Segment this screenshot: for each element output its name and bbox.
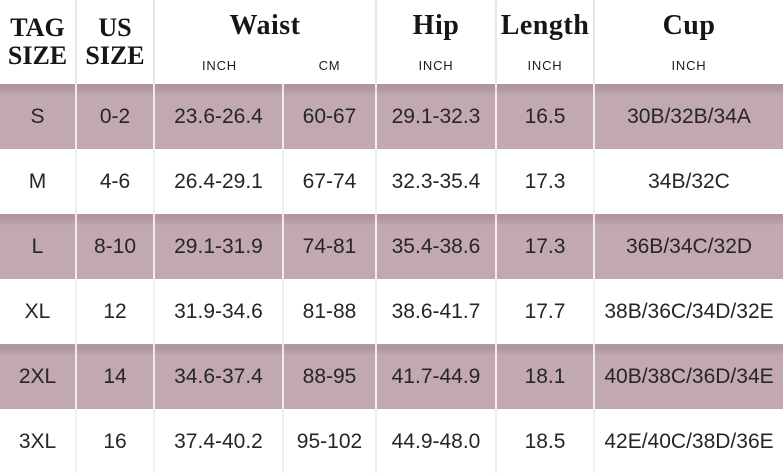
cell-hip-inch: 38.6-41.7 (377, 279, 497, 344)
cell-length-inch: 17.7 (497, 279, 595, 344)
cell-us-size: 8-10 (77, 214, 155, 279)
cell-cup-inch: 36B/34C/32D (595, 214, 783, 279)
col-header-hip: Hip (377, 0, 497, 52)
cell-waist-cm: 67-74 (284, 149, 377, 214)
cell-tag-size: M (0, 149, 77, 214)
cell-us-size: 16 (77, 409, 155, 473)
cell-tag-size: 2XL (0, 344, 77, 409)
cell-cup-inch: 38B/36C/34D/32E (595, 279, 783, 344)
cell-tag-size: S (0, 84, 77, 149)
cell-tag-size: 3XL (0, 409, 77, 473)
cell-hip-inch: 44.9-48.0 (377, 409, 497, 473)
cell-hip-inch: 29.1-32.3 (377, 84, 497, 149)
size-row-2xl: 2XL 14 34.6-37.4 88-95 41.7-44.9 18.1 40… (0, 344, 783, 409)
cell-waist-inch: 37.4-40.2 (155, 409, 284, 473)
cell-tag-size: XL (0, 279, 77, 344)
unit-label-cup-inch: INCH (595, 52, 783, 84)
col-header-cup: Cup (595, 0, 783, 52)
size-row-xl: XL 12 31.9-34.6 81-88 38.6-41.7 17.7 38B… (0, 279, 783, 344)
cell-cup-inch: 30B/32B/34A (595, 84, 783, 149)
unit-label-waist-inch: INCH (155, 52, 284, 84)
tag-size-line1: TAG (10, 13, 65, 43)
cell-hip-inch: 35.4-38.6 (377, 214, 497, 279)
unit-label-hip-inch: INCH (377, 52, 497, 84)
cell-us-size: 0-2 (77, 84, 155, 149)
table-header: TAG SIZE US SIZE Waist Hip Length Cup IN… (0, 0, 783, 84)
cell-hip-inch: 41.7-44.9 (377, 344, 497, 409)
cell-waist-inch: 29.1-31.9 (155, 214, 284, 279)
col-header-tag-size: TAG SIZE (0, 0, 77, 84)
cell-waist-cm: 95-102 (284, 409, 377, 473)
cell-waist-cm: 74-81 (284, 214, 377, 279)
size-row-l: L 8-10 29.1-31.9 74-81 35.4-38.6 17.3 36… (0, 214, 783, 279)
cell-cup-inch: 40B/38C/36D/34E (595, 344, 783, 409)
col-header-us-size: US SIZE (77, 0, 155, 84)
cell-length-inch: 18.5 (497, 409, 595, 473)
cell-waist-inch: 26.4-29.1 (155, 149, 284, 214)
size-row-m: M 4-6 26.4-29.1 67-74 32.3-35.4 17.3 34B… (0, 149, 783, 214)
size-row-s: S 0-2 23.6-26.4 60-67 29.1-32.3 16.5 30B… (0, 84, 783, 149)
cell-waist-cm: 60-67 (284, 84, 377, 149)
us-size-line2: SIZE (85, 41, 145, 70)
cell-length-inch: 16.5 (497, 84, 595, 149)
cell-waist-cm: 88-95 (284, 344, 377, 409)
cell-length-inch: 18.1 (497, 344, 595, 409)
us-size-line1: US (98, 13, 132, 43)
size-row-3xl: 3XL 16 37.4-40.2 95-102 44.9-48.0 18.5 4… (0, 409, 783, 473)
cell-us-size: 14 (77, 344, 155, 409)
cell-waist-inch: 23.6-26.4 (155, 84, 284, 149)
col-header-waist: Waist (155, 0, 377, 52)
cell-us-size: 4-6 (77, 149, 155, 214)
cell-cup-inch: 42E/40C/38D/36E (595, 409, 783, 473)
unit-label-length-inch: INCH (497, 52, 595, 84)
col-header-length: Length (497, 0, 595, 52)
unit-label-waist-cm: CM (284, 52, 377, 84)
cell-length-inch: 17.3 (497, 149, 595, 214)
cell-us-size: 12 (77, 279, 155, 344)
cell-waist-cm: 81-88 (284, 279, 377, 344)
cell-hip-inch: 32.3-35.4 (377, 149, 497, 214)
cell-waist-inch: 34.6-37.4 (155, 344, 284, 409)
cell-tag-size: L (0, 214, 77, 279)
cell-cup-inch: 34B/32C (595, 149, 783, 214)
cell-waist-inch: 31.9-34.6 (155, 279, 284, 344)
tag-size-line2: SIZE (7, 41, 68, 70)
cell-length-inch: 17.3 (497, 214, 595, 279)
